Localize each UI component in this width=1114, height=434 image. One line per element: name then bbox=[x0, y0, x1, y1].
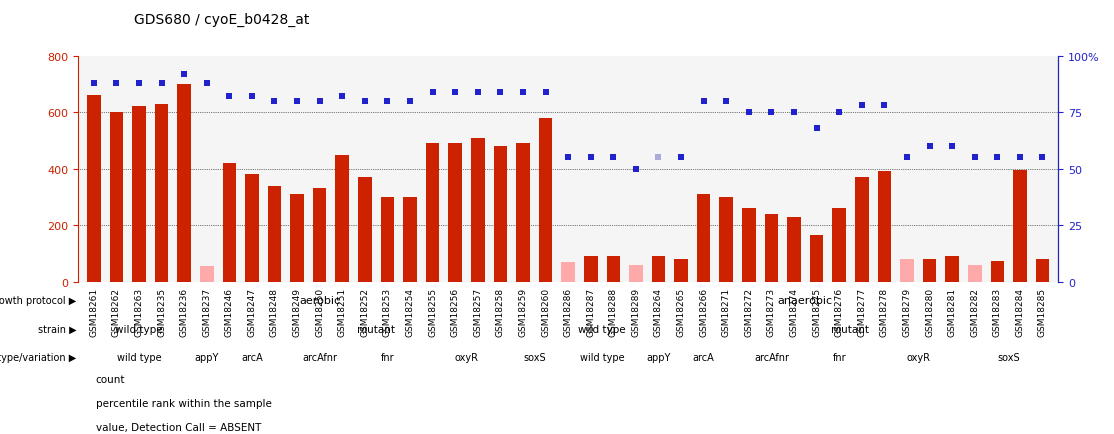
Bar bbox=[629, 265, 643, 282]
Text: appY: appY bbox=[646, 352, 671, 362]
Bar bbox=[856, 178, 869, 282]
Bar bbox=[539, 118, 553, 282]
Text: value, Detection Call = ABSENT: value, Detection Call = ABSENT bbox=[96, 422, 261, 431]
Text: wild type: wild type bbox=[578, 324, 626, 334]
Bar bbox=[968, 265, 981, 282]
Bar bbox=[832, 209, 846, 282]
Bar bbox=[335, 155, 349, 282]
Bar bbox=[788, 217, 801, 282]
Bar bbox=[109, 113, 124, 282]
Text: anaerobic: anaerobic bbox=[778, 296, 833, 306]
Bar bbox=[267, 186, 281, 282]
Bar bbox=[1036, 260, 1049, 282]
Text: wild type: wild type bbox=[117, 352, 162, 362]
Text: appY: appY bbox=[195, 352, 219, 362]
Bar bbox=[403, 197, 417, 282]
Bar bbox=[245, 175, 258, 282]
Bar bbox=[584, 257, 597, 282]
Text: strain ▶: strain ▶ bbox=[38, 324, 76, 334]
Bar bbox=[358, 178, 372, 282]
Bar bbox=[652, 257, 665, 282]
Bar bbox=[291, 194, 304, 282]
Text: arcAfnr: arcAfnr bbox=[754, 352, 789, 362]
Bar bbox=[810, 236, 823, 282]
Bar bbox=[177, 85, 190, 282]
Bar bbox=[900, 260, 913, 282]
Bar bbox=[561, 262, 575, 282]
Text: mutant: mutant bbox=[831, 324, 870, 334]
Text: arcA: arcA bbox=[241, 352, 263, 362]
Text: wild type: wild type bbox=[115, 324, 163, 334]
Bar bbox=[1013, 171, 1027, 282]
Bar bbox=[155, 105, 168, 282]
Bar bbox=[720, 197, 733, 282]
Bar bbox=[313, 189, 326, 282]
Bar bbox=[946, 257, 959, 282]
Text: oxyR: oxyR bbox=[455, 352, 479, 362]
Text: count: count bbox=[96, 374, 125, 384]
Bar bbox=[494, 147, 507, 282]
Text: mutant: mutant bbox=[358, 324, 395, 334]
Bar bbox=[87, 96, 100, 282]
Text: GDS680 / cyoE_b0428_at: GDS680 / cyoE_b0428_at bbox=[134, 13, 309, 27]
Text: soxS: soxS bbox=[522, 352, 546, 362]
Bar bbox=[381, 197, 394, 282]
Bar bbox=[674, 260, 687, 282]
Text: arcA: arcA bbox=[693, 352, 714, 362]
Text: oxyR: oxyR bbox=[907, 352, 930, 362]
Bar bbox=[471, 138, 485, 282]
Text: fnr: fnr bbox=[381, 352, 394, 362]
Text: fnr: fnr bbox=[832, 352, 846, 362]
Text: percentile rank within the sample: percentile rank within the sample bbox=[96, 398, 272, 408]
Text: wild type: wild type bbox=[579, 352, 624, 362]
Bar bbox=[922, 260, 937, 282]
Bar bbox=[199, 266, 214, 282]
Bar bbox=[990, 261, 1004, 282]
Text: soxS: soxS bbox=[997, 352, 1020, 362]
Bar bbox=[223, 164, 236, 282]
Bar bbox=[742, 209, 755, 282]
Text: aerobic: aerobic bbox=[300, 296, 340, 306]
Text: genotype/variation ▶: genotype/variation ▶ bbox=[0, 352, 76, 362]
Text: arcAfnr: arcAfnr bbox=[302, 352, 338, 362]
Bar bbox=[449, 144, 462, 282]
Bar bbox=[516, 144, 530, 282]
Bar bbox=[133, 107, 146, 282]
Bar bbox=[764, 214, 779, 282]
Bar bbox=[697, 194, 711, 282]
Text: growth protocol ▶: growth protocol ▶ bbox=[0, 296, 76, 306]
Bar bbox=[606, 257, 620, 282]
Bar bbox=[878, 172, 891, 282]
Bar bbox=[426, 144, 439, 282]
